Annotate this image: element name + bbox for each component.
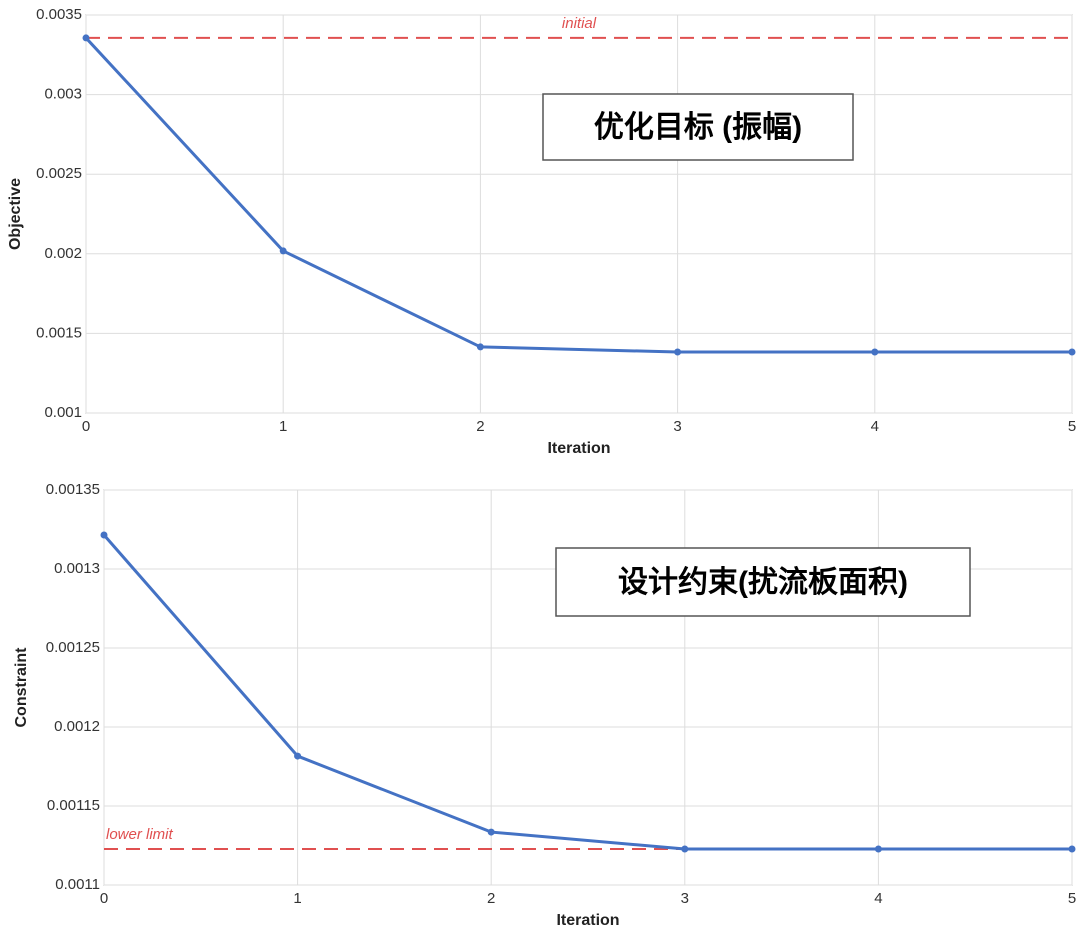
annotation-box: [555, 547, 971, 617]
x-tick-label: 4: [874, 890, 882, 907]
y-tick-label: 0.0011: [55, 876, 100, 893]
x-tick-label: 0: [82, 418, 90, 435]
y-tick-label: 0.00125: [46, 639, 100, 656]
x-tick-label: 1: [279, 418, 287, 435]
x-tick-label: 5: [1068, 418, 1076, 435]
data-point: [100, 531, 108, 539]
x-tick-label: 2: [476, 418, 484, 435]
x-tick-label: 3: [673, 418, 681, 435]
data-line: [84, 36, 1072, 354]
data-point: [874, 845, 882, 853]
y-tick-label: 0.0015: [36, 324, 82, 341]
x-tick-label: 4: [871, 418, 879, 435]
x-tick-label: 2: [487, 890, 495, 907]
y-tick-label: 0.0012: [54, 718, 100, 735]
reference-label: initial: [562, 15, 597, 32]
x-tick-label: 3: [681, 890, 689, 907]
y-tick-label: 0.002: [44, 245, 82, 262]
data-point: [476, 343, 484, 351]
y-tick-label: 0.0025: [36, 165, 82, 182]
y-tick-label: 0.0013: [54, 560, 100, 577]
annotation: 优化目标 (振幅): [594, 111, 802, 144]
annotation-box: [542, 93, 854, 161]
data-point: [1068, 348, 1076, 356]
x-axis-title: Iteration: [547, 440, 610, 457]
x-tick-label: 1: [293, 890, 301, 907]
data-line: [102, 534, 1072, 851]
data-point: [1068, 845, 1076, 853]
y-tick-label: 0.003: [44, 86, 82, 103]
reference-label: lower limit: [106, 826, 174, 843]
y-tick-label: 0.001: [44, 404, 82, 421]
data-point: [82, 34, 90, 42]
y-axis-title: Objective: [7, 178, 24, 250]
data-point: [871, 348, 879, 356]
data-point: [674, 348, 682, 356]
x-axis-title: Iteration: [556, 912, 619, 929]
data-point: [487, 828, 495, 836]
y-tick-label: 0.0035: [36, 6, 82, 23]
data-point: [279, 247, 287, 255]
x-tick-label: 5: [1068, 890, 1076, 907]
x-tick-label: 0: [100, 890, 108, 907]
y-tick-label: 0.00135: [46, 481, 100, 498]
annotation: 设计约束(扰流板面积): [618, 566, 908, 599]
y-axis-title: Constraint: [13, 647, 30, 728]
y-tick-label: 0.00115: [47, 797, 100, 814]
data-point: [681, 845, 689, 853]
data-point: [294, 752, 302, 760]
